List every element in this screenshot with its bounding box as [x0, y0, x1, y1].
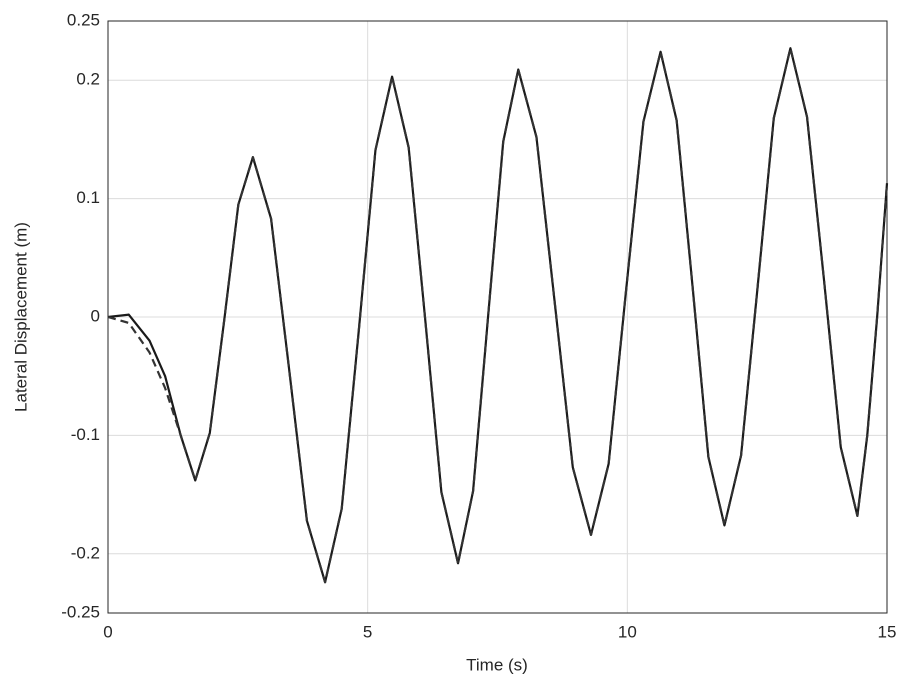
y-axis-label: Lateral Displacement (m)	[11, 222, 30, 412]
x-axis-label: Time (s)	[466, 655, 528, 674]
x-tick-label: 15	[878, 622, 897, 641]
data-line	[107, 47, 889, 584]
y-tick-label: 0.1	[76, 188, 100, 207]
x-tick-label: 0	[103, 622, 112, 641]
x-tick-label: 5	[363, 622, 372, 641]
y-tick-label: -0.25	[61, 602, 100, 621]
y-tick-label: 0.25	[67, 10, 100, 29]
data-line	[107, 47, 889, 584]
y-tick-label: -0.1	[71, 425, 100, 444]
y-tick-label: 0.2	[76, 70, 100, 89]
y-tick-label: 0	[91, 306, 100, 325]
x-tick-label: 10	[618, 622, 637, 641]
y-tick-label: -0.2	[71, 543, 100, 562]
